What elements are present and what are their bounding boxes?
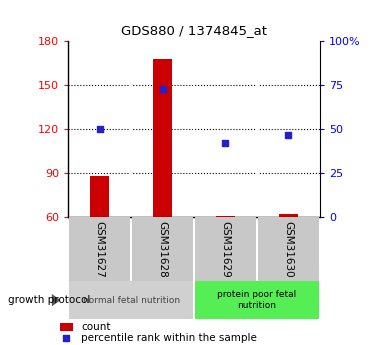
Point bbox=[160, 86, 166, 92]
Bar bbox=[132, 217, 193, 281]
Bar bbox=[69, 281, 193, 319]
Bar bbox=[60, 323, 73, 331]
Bar bbox=[69, 217, 130, 281]
Text: GSM31627: GSM31627 bbox=[95, 221, 105, 278]
Text: percentile rank within the sample: percentile rank within the sample bbox=[81, 333, 257, 343]
Point bbox=[97, 127, 103, 132]
Text: normal fetal nutrition: normal fetal nutrition bbox=[83, 296, 180, 305]
Bar bbox=[216, 216, 235, 217]
Title: GDS880 / 1374845_at: GDS880 / 1374845_at bbox=[121, 24, 267, 38]
Bar bbox=[90, 176, 109, 217]
Text: GSM31629: GSM31629 bbox=[220, 221, 230, 278]
Bar bbox=[195, 217, 256, 281]
Bar bbox=[153, 59, 172, 217]
Text: count: count bbox=[81, 322, 111, 332]
Point bbox=[63, 335, 69, 341]
Bar bbox=[279, 215, 298, 217]
Text: growth protocol: growth protocol bbox=[8, 295, 90, 305]
Text: protein poor fetal
nutrition: protein poor fetal nutrition bbox=[217, 290, 296, 310]
Bar bbox=[195, 281, 319, 319]
Text: GSM31630: GSM31630 bbox=[284, 221, 293, 278]
Point bbox=[222, 141, 229, 146]
Point bbox=[285, 132, 291, 137]
Text: GSM31628: GSM31628 bbox=[158, 221, 168, 278]
Bar bbox=[258, 217, 319, 281]
